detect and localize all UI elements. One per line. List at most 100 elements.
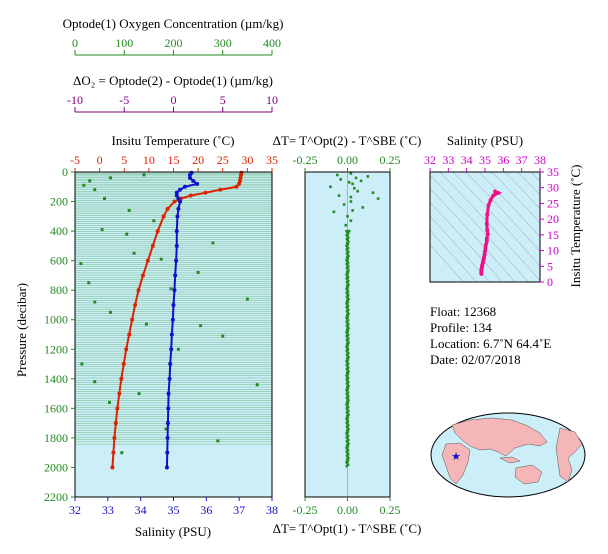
delta-t-point (349, 200, 353, 203)
delta-t-point (346, 445, 350, 448)
ts-temperature-tick-label: 25 (547, 196, 559, 210)
oxygen-point (100, 228, 104, 232)
salinity-tick-label: 32 (69, 503, 81, 517)
delta-t-point (347, 308, 350, 312)
salinity-point (174, 190, 179, 195)
temperature-point (145, 258, 150, 263)
pressure-axis-title: Pressure (decibar) (14, 283, 29, 377)
temperature-point (238, 175, 243, 180)
salinity-point (165, 450, 170, 455)
delta-t-point (371, 191, 375, 194)
ts-point (485, 228, 490, 233)
delta-t-point (347, 265, 350, 268)
temperature-point (112, 435, 117, 440)
temperature-tick-label: 15 (168, 153, 180, 167)
delta-t-point (347, 323, 350, 326)
delta-t-point (337, 194, 341, 197)
delta-t-point (345, 256, 349, 259)
delta-t-point (345, 252, 349, 255)
oxygen-point (137, 392, 141, 396)
delta-t-point (346, 397, 349, 401)
salinity-point (165, 435, 170, 440)
delta-o2-tick-label: 10 (266, 93, 278, 107)
delta-t-point (347, 294, 350, 297)
salinity-point (172, 288, 177, 293)
ts-temperature-tick-label: 5 (547, 259, 553, 273)
temperature-point (155, 229, 160, 234)
oxygen-point (127, 208, 131, 212)
delta-t-point (347, 370, 350, 373)
delta-t-point (346, 307, 349, 310)
pressure-tick-label: 1600 (44, 401, 68, 415)
map-land-africa (441, 442, 471, 485)
temperature-point (113, 421, 118, 426)
delta-t-point (346, 275, 350, 279)
delta-t-point (345, 334, 348, 338)
ts-salinity-tick-label: 36 (497, 153, 509, 167)
pressure-tick-label: 2000 (44, 460, 68, 474)
salinity-point (166, 391, 171, 396)
pressure-tick-label: 1400 (44, 372, 68, 386)
delta-t-point (345, 302, 348, 305)
temperature-axis-title: Insitu Temperature (˚C) (111, 133, 234, 148)
delta-t-point (346, 321, 349, 325)
salinity-axis-title: Salinity (PSU) (135, 524, 211, 539)
ts-point (483, 242, 488, 247)
ts-isopleths (430, 172, 540, 282)
delta-t-point (345, 291, 348, 295)
salinity-point (167, 376, 172, 381)
temperature-point (234, 184, 239, 189)
delta-t-point (345, 266, 349, 270)
ts-temperature-tick-label: 10 (547, 244, 559, 258)
delta-t-point (346, 361, 349, 364)
delta-t-point (356, 189, 359, 193)
oxygen-point (211, 241, 215, 245)
delta-t-point (345, 357, 349, 360)
temperature-point (133, 302, 138, 307)
delta-t-point (347, 229, 351, 233)
delta-t-point (346, 288, 349, 292)
delta-t-point (346, 340, 349, 343)
pressure-tick-label: 2200 (44, 490, 68, 504)
delta-t-point (346, 253, 349, 256)
delta-t-point (347, 254, 350, 258)
oxygen-point (144, 322, 148, 326)
delta-t-point (346, 336, 349, 339)
temperature-tick-label: 35 (266, 153, 278, 167)
temperature-point (188, 193, 193, 198)
delta-t-point (345, 443, 349, 447)
delta-t-point (345, 403, 348, 406)
salinity-point (182, 184, 187, 189)
delta-t-point (346, 271, 350, 275)
ts-isopleth (452, 172, 540, 267)
delta-t-point (346, 315, 350, 318)
delta-t-point (347, 424, 350, 427)
delta-t-point (345, 281, 349, 284)
temperature-point (165, 206, 170, 211)
delta-t-point (366, 175, 370, 178)
delta-t-point (346, 348, 350, 351)
delta-t-point (346, 231, 349, 234)
delta-t-point (346, 300, 350, 304)
oxygen-point (108, 176, 112, 180)
delta-t-point (346, 437, 349, 440)
delta-t-point (346, 246, 350, 250)
delta-t-top-tick-label: -0.25 (293, 153, 318, 167)
delta-t-point (347, 384, 350, 388)
delta-t-point (347, 327, 350, 330)
delta-t-point (376, 197, 380, 200)
salinity-point (174, 229, 179, 234)
ts-point (485, 232, 490, 237)
delta-t-point (351, 209, 354, 212)
salinity-point (174, 243, 179, 248)
delta-t-point (345, 367, 349, 371)
ts-isopleth (478, 172, 540, 238)
ts-isopleth (491, 172, 540, 224)
delta-t-point (346, 290, 350, 293)
delta-t-bottom-tick-label: 0.00 (337, 503, 358, 517)
delta-t-point (361, 206, 365, 209)
delta-t-point (346, 239, 349, 242)
delta-t-point (347, 438, 350, 442)
ts-isopleth (430, 174, 529, 282)
delta-t-point (346, 383, 349, 386)
